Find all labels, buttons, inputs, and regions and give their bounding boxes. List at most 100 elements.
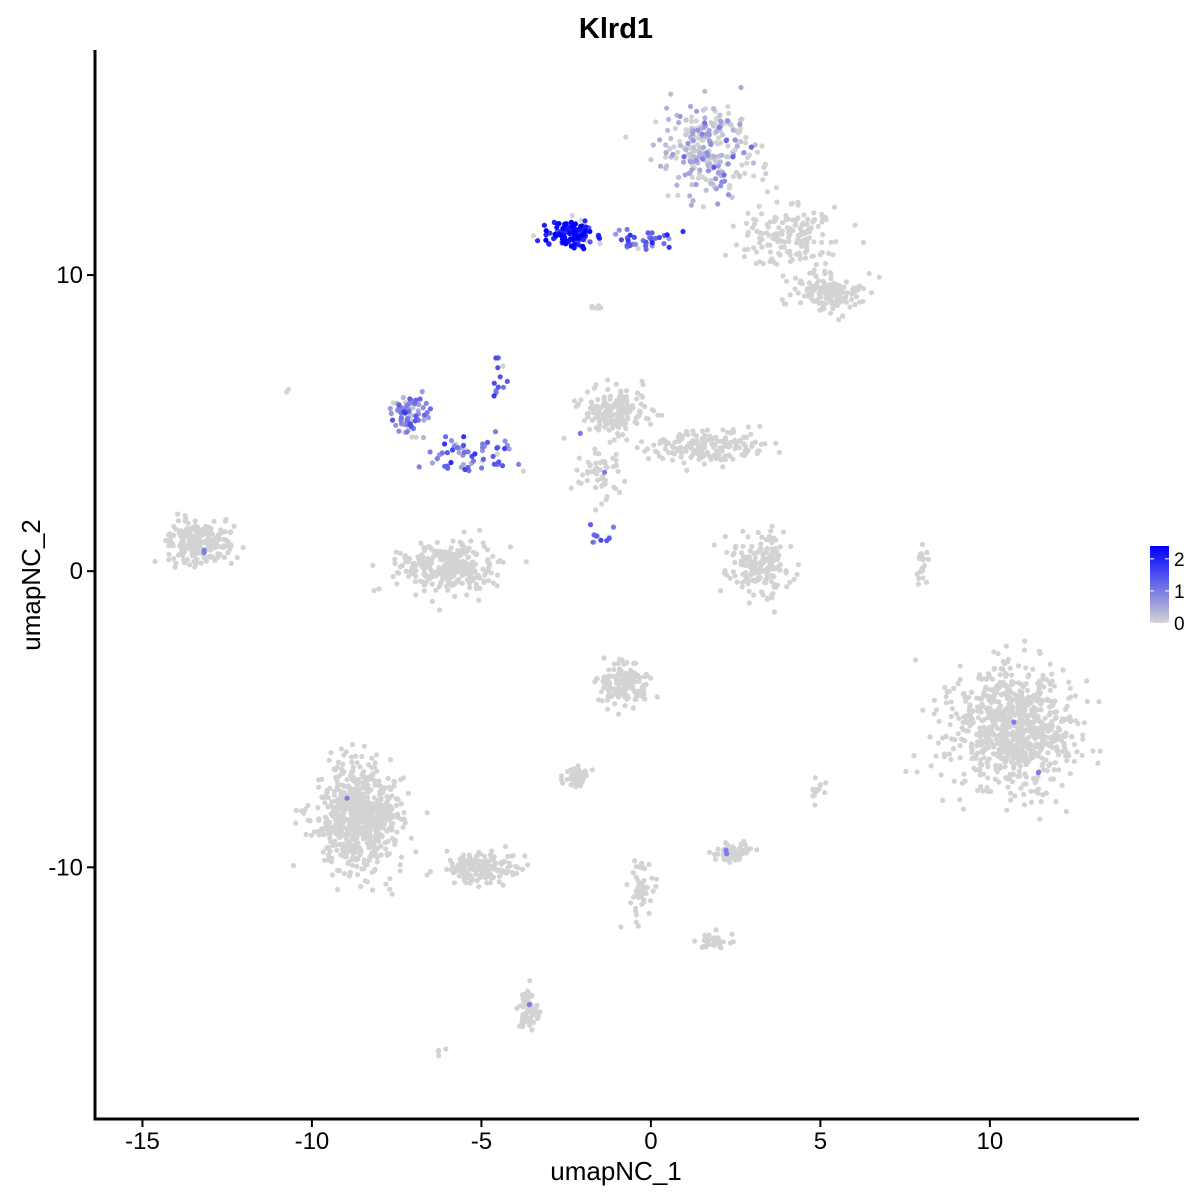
cell-point (1011, 719, 1017, 725)
cell-point (807, 270, 813, 276)
cell-point (598, 689, 605, 695)
cell-point (674, 182, 680, 188)
cell-point (624, 882, 630, 888)
cell-point (404, 418, 410, 424)
cell-point (668, 135, 674, 142)
cell-point (491, 380, 497, 386)
cell-point (344, 832, 350, 838)
cell-point (421, 412, 427, 418)
cell-point (640, 896, 646, 902)
cell-point (588, 399, 595, 405)
cell-point (683, 147, 689, 153)
cell-point (775, 564, 781, 570)
cell-point (628, 404, 634, 410)
cell-point (370, 562, 376, 569)
cell-point (560, 225, 566, 231)
cell-point (1053, 798, 1059, 805)
cell-point (737, 125, 744, 131)
cell-point (639, 693, 645, 700)
cell-point (620, 689, 626, 696)
cell-point (357, 817, 363, 824)
cell-point (413, 434, 419, 440)
cell-point (722, 252, 729, 258)
cell-point (1041, 767, 1047, 773)
cell-point (623, 388, 630, 394)
cell-point (1002, 670, 1008, 677)
cell-point (1046, 712, 1052, 718)
cell-point (719, 179, 725, 185)
cell-point (741, 452, 748, 459)
cell-point (413, 849, 419, 855)
cell-point (589, 767, 595, 773)
cell-point (732, 446, 738, 452)
cell-point (663, 165, 669, 171)
cell-point (977, 757, 983, 763)
cell-point (322, 800, 328, 806)
cell-point (987, 687, 993, 693)
cell-point (711, 942, 717, 948)
cell-point (1039, 683, 1045, 689)
cell-point (454, 578, 460, 584)
cell-point (325, 795, 331, 801)
cell-point (502, 446, 508, 452)
cell-point (293, 807, 299, 814)
cell-point (567, 230, 573, 237)
cell-point (689, 182, 695, 188)
cell-point (350, 854, 356, 860)
cell-point (491, 461, 497, 467)
cell-point (385, 775, 391, 782)
cell-point (645, 230, 651, 236)
cell-point (763, 171, 769, 177)
cell-point (524, 1015, 530, 1021)
cell-point (354, 760, 360, 766)
cell-point (670, 151, 676, 158)
cell-point (1014, 730, 1020, 736)
cell-point (868, 290, 875, 296)
cell-point (957, 755, 963, 761)
cell-point (963, 698, 969, 704)
cell-point (754, 847, 760, 853)
cell-point (1039, 720, 1045, 726)
cell-point (1018, 785, 1024, 791)
cell-point (718, 588, 724, 594)
cell-point (719, 152, 725, 158)
cell-point (647, 898, 654, 904)
cell-point (583, 772, 589, 779)
cell-point (695, 446, 701, 452)
cell-point (568, 485, 575, 491)
cell-point (819, 287, 826, 293)
cell-point (176, 530, 182, 536)
cell-point (626, 675, 632, 681)
cell-point (985, 788, 991, 794)
cell-point (649, 240, 655, 246)
cell-point (798, 232, 804, 238)
cell-point (671, 144, 677, 150)
cell-point (852, 222, 858, 228)
cell-point (614, 680, 620, 686)
cell-point (1017, 763, 1024, 770)
cell-point (634, 420, 640, 427)
cell-point (471, 569, 477, 575)
cell-point (816, 300, 822, 306)
cell-point (433, 587, 439, 593)
cell-point (477, 872, 483, 878)
cell-point (504, 870, 510, 876)
cell-point (771, 609, 778, 615)
cell-point (989, 724, 995, 730)
cell-point (792, 275, 799, 281)
cell-point (644, 446, 651, 452)
cell-point (759, 534, 765, 540)
cell-point (981, 755, 987, 761)
cell-point (1004, 707, 1010, 714)
cell-point (764, 549, 770, 556)
cell-point (975, 750, 981, 756)
cell-point (587, 463, 593, 469)
cell-point (444, 450, 450, 456)
cell-point (738, 117, 744, 123)
cell-point (372, 821, 378, 828)
cell-point (355, 856, 361, 862)
cell-point (645, 416, 651, 422)
cell-point (166, 551, 172, 557)
cell-point (748, 144, 755, 150)
